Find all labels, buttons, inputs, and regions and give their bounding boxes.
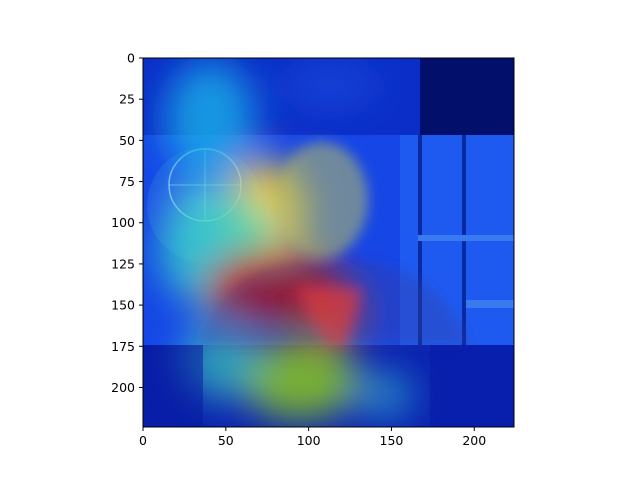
x-tick-label: 200 — [462, 433, 486, 448]
y-tick-label: 75 — [119, 174, 135, 189]
x-tick-label: 0 — [139, 433, 147, 448]
y-tick-label: 50 — [119, 133, 135, 148]
y-tick-label: 150 — [111, 298, 135, 313]
plot-frame — [142, 57, 515, 428]
y-tick-label: 175 — [111, 339, 135, 354]
person-silhouette — [200, 142, 470, 345]
y-axis: 0 25 50 75 100 125 150 175 200 — [111, 51, 143, 395]
x-axis: 0 50 100 150 200 — [139, 427, 486, 448]
heatmap-image — [143, 58, 514, 427]
y-tick-label: 0 — [127, 51, 135, 66]
x-tick-label: 100 — [297, 433, 321, 448]
x-tick-label: 50 — [218, 433, 234, 448]
y-tick-label: 25 — [119, 92, 135, 107]
y-tick-label: 125 — [111, 256, 135, 271]
x-tick-label: 150 — [380, 433, 404, 448]
y-tick-label: 100 — [111, 215, 135, 230]
y-tick-label: 200 — [111, 380, 135, 395]
